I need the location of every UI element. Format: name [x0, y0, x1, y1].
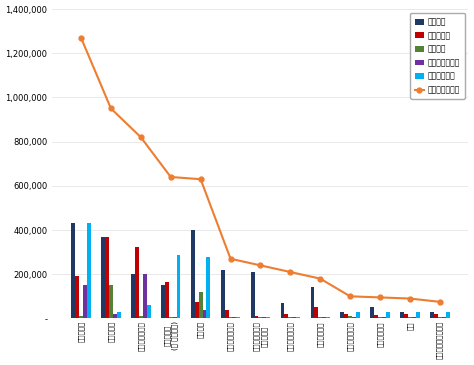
Legend: 참여지수, 미디어지수, 소통지수, 케이미니티지수, 사회공헌지수, 브랜드평판지수: 참여지수, 미디어지수, 소통지수, 케이미니티지수, 사회공헌지수, 브랜드평…	[410, 13, 465, 99]
Bar	[255, 316, 258, 318]
Bar	[400, 312, 404, 318]
Bar	[314, 307, 318, 318]
Bar	[221, 270, 225, 318]
Bar	[75, 276, 79, 318]
Bar	[442, 317, 446, 318]
Bar	[322, 317, 326, 318]
Bar	[438, 317, 442, 318]
Bar	[79, 316, 83, 318]
브랜드평판지수	[377, 295, 383, 300]
브랜드평판지수	[78, 36, 84, 40]
Bar	[416, 312, 419, 318]
Bar	[143, 274, 146, 318]
브랜드평판지수	[168, 175, 173, 179]
Bar	[195, 302, 199, 318]
Bar	[446, 312, 449, 318]
Bar	[404, 314, 408, 318]
Bar	[225, 310, 228, 318]
Bar	[169, 317, 173, 318]
Bar	[412, 317, 416, 318]
Bar	[71, 223, 75, 318]
Bar	[266, 317, 270, 318]
Bar	[430, 312, 434, 318]
Bar	[131, 274, 135, 318]
Bar	[352, 317, 356, 318]
Bar	[251, 272, 255, 318]
Bar	[370, 307, 374, 318]
브랜드평판지수	[347, 294, 353, 299]
브랜드평판지수	[198, 177, 203, 181]
브랜드평판지수	[228, 257, 233, 261]
브랜드평판지수	[318, 276, 323, 281]
Bar	[105, 237, 109, 318]
Bar	[318, 317, 322, 318]
Bar	[292, 317, 296, 318]
Bar	[326, 317, 330, 318]
Bar	[207, 257, 210, 318]
Bar	[199, 292, 202, 318]
Bar	[161, 285, 165, 318]
Bar	[284, 314, 288, 318]
Bar	[340, 312, 344, 318]
Bar	[258, 317, 263, 318]
Bar	[288, 317, 292, 318]
Bar	[408, 317, 412, 318]
Bar	[87, 223, 91, 318]
Bar	[101, 237, 105, 318]
Bar	[374, 315, 378, 318]
Line: 브랜드평판지수: 브랜드평판지수	[79, 35, 442, 304]
Bar	[191, 230, 195, 318]
Bar	[232, 317, 237, 318]
브랜드평판지수	[437, 300, 443, 304]
Bar	[177, 255, 181, 318]
Bar	[310, 288, 314, 318]
Bar	[382, 317, 386, 318]
Bar	[165, 282, 169, 318]
Bar	[135, 247, 139, 318]
Bar	[237, 317, 240, 318]
브랜드평판지수	[288, 270, 293, 274]
Bar	[386, 312, 390, 318]
Bar	[113, 314, 117, 318]
Bar	[202, 310, 207, 318]
Bar	[146, 305, 151, 318]
Bar	[117, 312, 121, 318]
Bar	[173, 317, 177, 318]
브랜드평판지수	[138, 135, 144, 139]
Bar	[344, 314, 348, 318]
Bar	[281, 303, 284, 318]
Bar	[378, 317, 382, 318]
Bar	[263, 317, 266, 318]
Bar	[434, 314, 438, 318]
Bar	[139, 316, 143, 318]
Bar	[356, 312, 360, 318]
Bar	[296, 317, 300, 318]
브랜드평판지수	[407, 296, 413, 301]
브랜드평판지수	[257, 263, 263, 268]
Bar	[83, 285, 87, 318]
브랜드평판지수	[108, 106, 114, 111]
Bar	[348, 316, 352, 318]
Bar	[109, 285, 113, 318]
Bar	[228, 317, 232, 318]
